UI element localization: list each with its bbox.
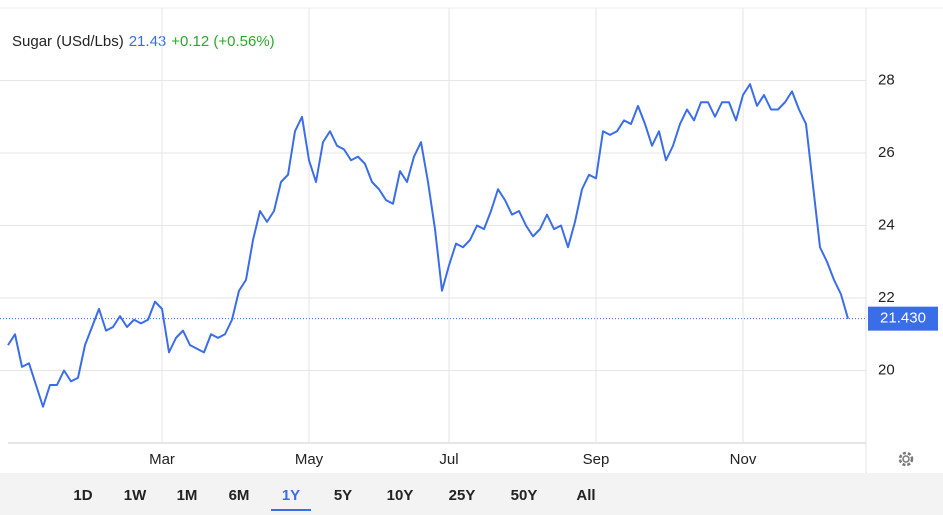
price: 21.43: [129, 33, 167, 50]
range-button[interactable]: 1W: [124, 487, 147, 504]
range-button[interactable]: 5Y: [334, 487, 352, 504]
last-price-badge: [868, 306, 938, 331]
x-tick-label: Nov: [730, 451, 757, 468]
chart-title: Sugar (USd/Lbs) 21.43 +0.12 (+0.56%): [12, 33, 275, 50]
range-button[interactable]: 50Y: [511, 487, 538, 504]
range-bar: [0, 473, 943, 515]
range-button[interactable]: All: [576, 487, 595, 504]
x-tick-label: Jul: [439, 451, 458, 468]
y-tick-label: 28: [878, 71, 895, 88]
x-tick-label: Sep: [583, 451, 610, 468]
last-price-label: 21.430: [880, 310, 926, 327]
range-button[interactable]: 25Y: [449, 487, 476, 504]
title: Sugar (USd/Lbs): [12, 33, 124, 50]
x-tick-label: Mar: [149, 451, 175, 468]
range-button[interactable]: 1Y: [282, 487, 300, 504]
change: +0.12 (+0.56%): [171, 33, 274, 50]
range-button[interactable]: 6M: [229, 487, 250, 504]
y-tick-label: 20: [878, 361, 895, 378]
y-tick-label: 26: [878, 144, 895, 161]
range-button[interactable]: 10Y: [387, 487, 414, 504]
range-button[interactable]: 1M: [177, 487, 198, 504]
price-line: [7, 83, 849, 408]
x-tick-label: May: [295, 451, 324, 468]
y-tick-label: 22: [878, 289, 895, 306]
settings-icon[interactable]: [898, 451, 914, 467]
y-tick-label: 24: [878, 216, 895, 233]
range-button[interactable]: 1D: [73, 487, 92, 504]
